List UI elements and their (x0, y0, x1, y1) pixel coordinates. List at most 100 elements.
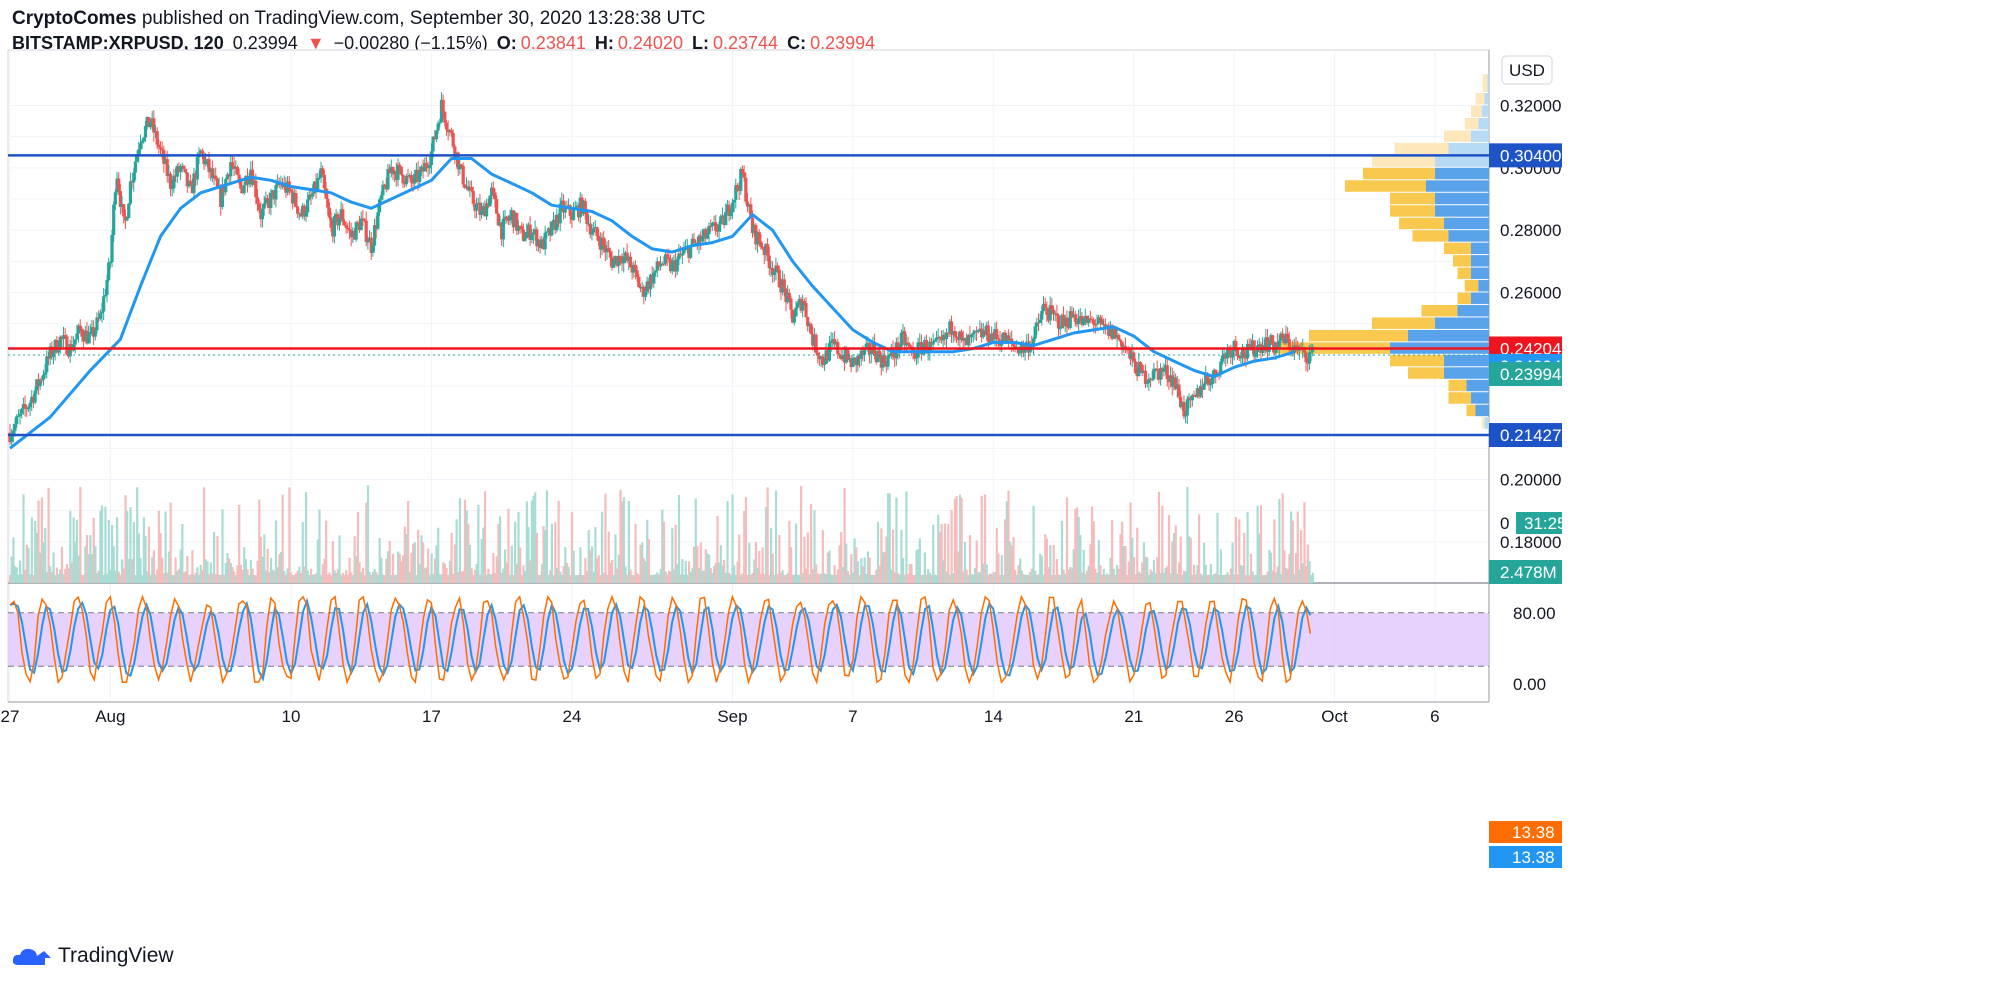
volume-profile-down-bar (1448, 230, 1489, 242)
volume-bar (805, 568, 808, 583)
candle-body (60, 336, 64, 340)
volume-bar (311, 574, 314, 583)
volume-bar (1082, 550, 1085, 583)
volume-bar (1182, 570, 1186, 583)
volume-bar (442, 562, 445, 583)
volume-bar (1226, 572, 1229, 583)
volume-bar (288, 487, 291, 583)
volume-bar (703, 570, 706, 583)
candle-body (393, 171, 397, 175)
candle-body (103, 295, 107, 297)
candle-body (941, 334, 945, 341)
candle-body (1048, 305, 1052, 321)
candle-body (916, 342, 920, 358)
candle-body (520, 226, 524, 230)
volume-profile-down-bar (1478, 280, 1489, 292)
candle-body (592, 228, 596, 233)
candle-body (847, 358, 852, 360)
volume-bar (999, 574, 1002, 583)
candle-body (876, 350, 880, 363)
candle-body (112, 204, 116, 235)
volume-bar (970, 573, 973, 583)
volume-bar (1238, 519, 1241, 583)
volume-bar (1171, 541, 1174, 583)
volume-bar (1241, 565, 1244, 583)
volume-profile-down-bar (1471, 392, 1489, 404)
candle-body (976, 330, 980, 333)
candle-body (533, 229, 537, 233)
volume-bar (978, 572, 982, 583)
candle-body (749, 204, 753, 218)
candle-body (1158, 368, 1163, 380)
stoch-k-line (9, 594, 1312, 685)
down-arrow-icon: ▼ (306, 33, 325, 53)
candle-body (575, 205, 579, 209)
candle-body (314, 181, 318, 191)
volume-bar (328, 572, 331, 583)
candle-body (1132, 352, 1136, 362)
volume-bar (301, 522, 304, 583)
candle-body (163, 158, 168, 164)
volume-bar (425, 567, 428, 583)
volume-bar (585, 571, 589, 583)
volume-bar (724, 572, 727, 583)
candle-body (938, 336, 942, 339)
candle-body (985, 325, 989, 335)
candle-body (1128, 349, 1133, 360)
candle-body (490, 187, 494, 196)
candle-body (1214, 369, 1218, 377)
candle-body (767, 255, 771, 269)
candle-body (1060, 314, 1064, 329)
volume-bar (840, 531, 843, 583)
volume-bar (798, 574, 801, 583)
volume-bar (246, 569, 249, 583)
candle-body (113, 192, 117, 205)
volume-bar (65, 564, 69, 583)
symbol-name[interactable]: BITSTAMP:XRPUSD, 120 (12, 33, 224, 53)
volume-bar (1243, 532, 1246, 583)
volume-bar (813, 510, 816, 583)
volume-bar (784, 574, 788, 583)
volume-bar (248, 574, 251, 583)
candle-body (995, 329, 999, 339)
volume-bar (305, 492, 308, 583)
candle-body (158, 147, 163, 150)
volume-bar (109, 569, 112, 583)
candle-body (23, 404, 27, 408)
volume-bar (535, 532, 538, 583)
volume-bar (1286, 568, 1289, 583)
volume-bar (121, 559, 124, 583)
candle-body (809, 323, 813, 334)
candle-body (1174, 377, 1178, 389)
volume-bar (318, 509, 321, 583)
candle-body (73, 339, 77, 345)
candle-body (822, 363, 827, 365)
candle-body (516, 225, 520, 231)
volume-bar (192, 575, 196, 583)
candle-body (717, 224, 721, 232)
tradingview-logo[interactable]: TradingView (12, 944, 174, 968)
volume-bar (604, 493, 607, 583)
volume-bar (915, 550, 918, 583)
volume-bar (973, 567, 977, 583)
candle-body (225, 174, 230, 180)
volume-bar (455, 519, 458, 583)
volume-bar (1117, 568, 1120, 583)
candle-body (774, 265, 778, 273)
volume-bar (582, 574, 585, 583)
volume-bar (893, 572, 896, 583)
volume-profile-up-bar (1448, 379, 1467, 392)
volume-profile-down-bar (1435, 155, 1489, 167)
volume-bar (17, 574, 20, 583)
volume-bar (828, 550, 831, 583)
candle-body (483, 205, 487, 217)
price-label-bg (1489, 362, 1562, 387)
volume-bar (537, 574, 540, 583)
candle-body (933, 340, 937, 342)
volume-bar (284, 574, 288, 583)
candle-body (1235, 349, 1240, 356)
candle-body (461, 165, 465, 185)
volume-bar (1169, 573, 1172, 583)
candle-body (794, 307, 798, 317)
